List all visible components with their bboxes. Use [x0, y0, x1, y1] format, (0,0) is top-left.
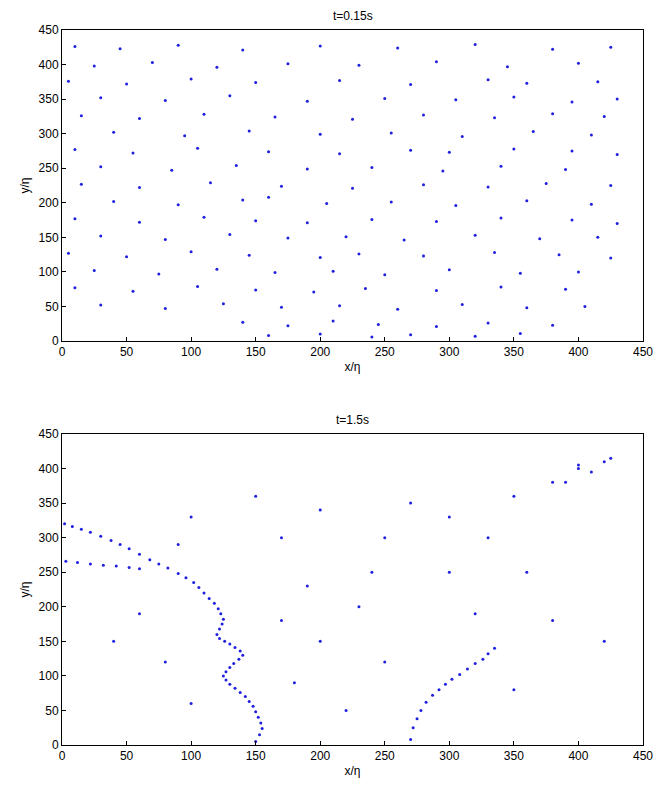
svg-text:100: 100	[39, 669, 59, 683]
svg-text:350: 350	[39, 92, 59, 106]
svg-text:250: 250	[375, 345, 395, 359]
svg-text:250: 250	[39, 565, 59, 579]
svg-text:250: 250	[375, 749, 395, 763]
svg-text:50: 50	[45, 300, 59, 314]
svg-text:350: 350	[504, 345, 524, 359]
svg-text:300: 300	[39, 531, 59, 545]
svg-text:50: 50	[120, 749, 134, 763]
svg-text:200: 200	[39, 600, 59, 614]
svg-text:150: 150	[39, 231, 59, 245]
svg-text:400: 400	[568, 345, 588, 359]
svg-text:0: 0	[52, 738, 59, 752]
svg-text:450: 450	[39, 23, 59, 37]
svg-text:350: 350	[504, 749, 524, 763]
svg-text:400: 400	[39, 462, 59, 476]
svg-text:200: 200	[39, 196, 59, 210]
svg-text:150: 150	[246, 345, 266, 359]
svg-text:x/η: x/η	[344, 764, 360, 778]
svg-text:350: 350	[39, 496, 59, 510]
svg-text:150: 150	[39, 635, 59, 649]
svg-text:0: 0	[59, 345, 66, 359]
svg-text:0: 0	[59, 749, 66, 763]
svg-text:450: 450	[633, 749, 653, 763]
svg-text:100: 100	[181, 345, 201, 359]
svg-text:300: 300	[39, 127, 59, 141]
svg-text:50: 50	[45, 704, 59, 718]
svg-text:200: 200	[310, 345, 330, 359]
svg-text:300: 300	[439, 345, 459, 359]
svg-text:y/η: y/η	[18, 178, 32, 194]
svg-text:450: 450	[633, 345, 653, 359]
svg-text:450: 450	[39, 427, 59, 441]
svg-text:250: 250	[39, 161, 59, 175]
svg-text:200: 200	[310, 749, 330, 763]
svg-text:t=1.5s: t=1.5s	[336, 413, 369, 427]
svg-text:50: 50	[120, 345, 134, 359]
svg-text:t=0.15s: t=0.15s	[333, 9, 373, 23]
svg-text:150: 150	[246, 749, 266, 763]
svg-text:x/η: x/η	[344, 360, 360, 374]
svg-text:y/η: y/η	[18, 581, 32, 597]
svg-text:100: 100	[39, 265, 59, 279]
svg-text:300: 300	[439, 749, 459, 763]
svg-text:0: 0	[52, 334, 59, 348]
svg-text:100: 100	[181, 749, 201, 763]
svg-text:400: 400	[568, 749, 588, 763]
svg-text:400: 400	[39, 58, 59, 72]
